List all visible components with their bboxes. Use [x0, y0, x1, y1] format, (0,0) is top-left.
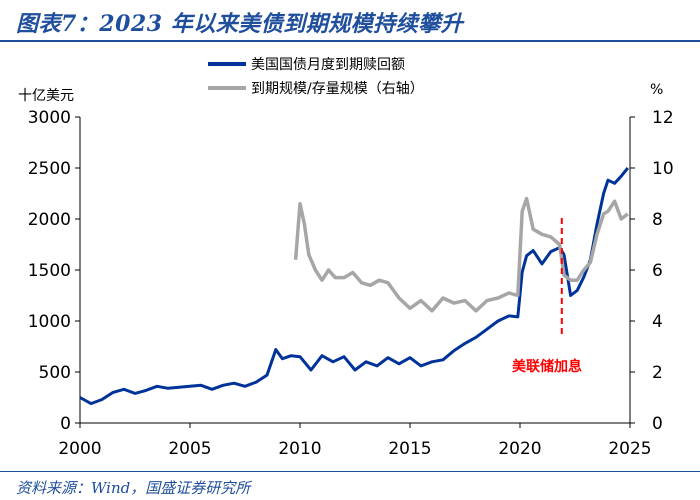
y-left-tick-label: 500 — [39, 363, 71, 383]
y-right-tick-label: 10 — [652, 159, 674, 179]
left-axis-unit: 十亿美元 — [18, 88, 74, 104]
series-line-redemption — [79, 167, 629, 406]
y-left-tick-label: 3000 — [28, 108, 71, 128]
source-note: 资料来源：Wind，国盛证券研究所 — [16, 479, 251, 497]
source-rule — [0, 471, 700, 472]
y-right-tick-label: 2 — [652, 363, 663, 383]
x-tick-label: 2000 — [58, 439, 101, 459]
rate-hike-annotation: 美联储加息 — [512, 358, 582, 375]
chart-canvas: 0 500 1000 1500 2000 2500 3000 0 2 4 6 8 10 12 2000 200… — [18, 56, 674, 459]
y-left-tick-label: 1500 — [28, 261, 71, 281]
x-tick-label: 2015 — [388, 439, 431, 459]
title-rule — [0, 40, 700, 42]
x-tick-label: 2020 — [498, 439, 541, 459]
legend-label-redemption: 美国国债月度到期赎回额 — [251, 56, 405, 73]
y-left-tick-label: 0 — [60, 414, 71, 434]
chart-title: 图表7：2023 年以来美债到期规模持续攀升 — [16, 11, 464, 37]
y-right-tick-label: 8 — [652, 210, 663, 230]
series-line-ratio — [293, 196, 629, 313]
x-tick-label: 2025 — [608, 439, 651, 459]
y-left-tick-label: 2500 — [28, 159, 71, 179]
x-tick-label: 2010 — [278, 439, 321, 459]
x-tick-label: 2005 — [168, 439, 211, 459]
y-left-tick-label: 2000 — [28, 210, 71, 230]
legend-label-ratio: 到期规模/存量规模（右轴） — [251, 81, 424, 97]
right-axis-unit: % — [650, 82, 663, 98]
y-right-tick-label: 12 — [652, 108, 674, 128]
y-left-tick-label: 1000 — [28, 312, 71, 332]
y-right-tick-label: 6 — [652, 261, 663, 281]
y-right-tick-label: 0 — [652, 414, 663, 434]
y-right-tick-label: 4 — [652, 312, 663, 332]
